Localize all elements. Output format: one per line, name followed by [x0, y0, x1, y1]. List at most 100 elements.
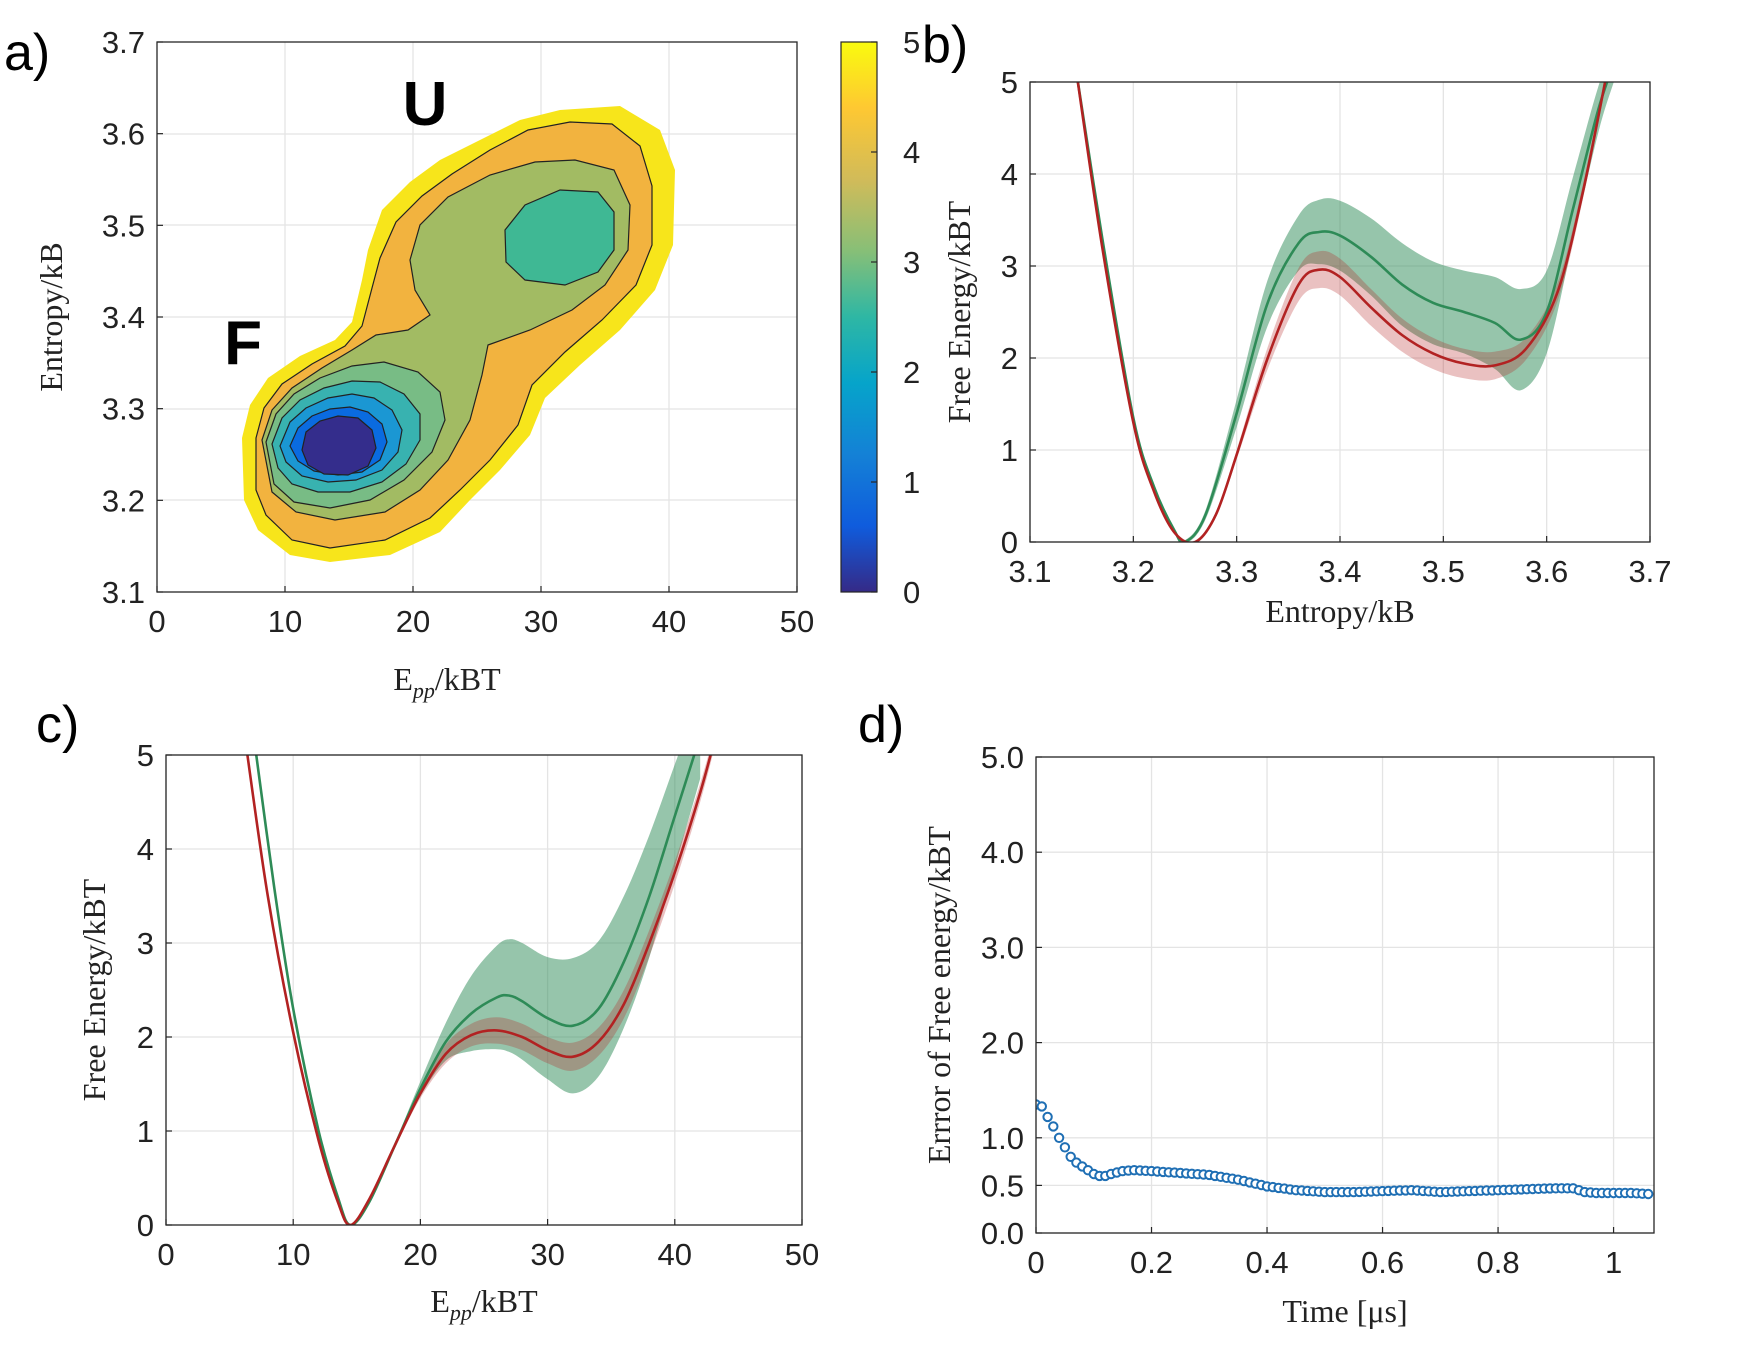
- x-tick-label: 0.8: [1477, 1245, 1520, 1280]
- colorbar: [840, 41, 878, 593]
- panel-b-series: [1076, 82, 1614, 542]
- error-data-point: [1643, 1188, 1654, 1200]
- x-tick-label: 20: [403, 1237, 437, 1272]
- x-tick-label: 30: [524, 604, 558, 639]
- y-tick-label: 4.0: [981, 835, 1024, 870]
- annotation-folded-f: F: [224, 309, 262, 378]
- y-tick-label: 3.5: [102, 208, 145, 243]
- y-tick-label: 0: [1001, 525, 1018, 560]
- panel-a-contours: [242, 106, 675, 562]
- panel-d-grid: [1035, 756, 1654, 1234]
- panel-a-y-axis-label: Entropy/kB: [33, 242, 69, 391]
- panel-label-b: b): [922, 16, 968, 74]
- colorbar-ticks: 0 1 2 3 4 5: [871, 25, 920, 610]
- panel-d-y-ticks: 0.0 0.5 1.0 2.0 3.0 4.0 5.0: [981, 740, 1042, 1251]
- green-line: [1076, 82, 1609, 542]
- y-tick-label: 3.3: [102, 392, 145, 427]
- panel-c-series: [246, 755, 713, 1225]
- y-tick-label: 3: [1001, 249, 1018, 284]
- y-tick-label: 5: [137, 738, 154, 773]
- y-tick-label: 5.0: [981, 740, 1024, 775]
- x-tick-label: 0: [1027, 1245, 1044, 1280]
- y-tick-label: 3: [137, 926, 154, 961]
- y-tick-label: 4: [1001, 157, 1018, 192]
- y-tick-label: 3.6: [102, 117, 145, 152]
- panel-a-y-ticks: 3.1 3.2 3.3 3.4 3.5 3.6 3.7: [102, 25, 163, 610]
- error-data-point: [1053, 1132, 1065, 1144]
- y-tick-label: 5: [1001, 65, 1018, 100]
- panel-label-d: d): [858, 696, 904, 754]
- x-tick-label: 3.7: [1628, 554, 1671, 589]
- red-line: [1076, 82, 1607, 542]
- x-tick-label: 0: [157, 1237, 174, 1272]
- x-tick-label: 10: [268, 604, 302, 639]
- x-tick-label: 3.6: [1525, 554, 1568, 589]
- y-tick-label: 3.2: [102, 483, 145, 518]
- error-data-point: [1048, 1121, 1059, 1132]
- y-tick-label: 0.0: [981, 1216, 1024, 1251]
- y-tick-label: 2.0: [981, 1026, 1024, 1061]
- colorbar-tick-label: 4: [903, 135, 920, 170]
- colorbar-tick-label: 1: [903, 465, 920, 500]
- panel-c: c) 0 10 20 30 40 50 0 1 2 3 4 5 Epp/kBT Free Energ…: [36, 696, 819, 1325]
- y-tick-label: 0.5: [981, 1168, 1024, 1203]
- green-confidence-band: [1077, 82, 1614, 542]
- panel-b-y-axis-label: Free Energy/kBT: [941, 200, 977, 423]
- contour-fill-level-3: [504, 189, 615, 286]
- colorbar-tick-label: 0: [903, 575, 920, 610]
- y-tick-label: 2: [137, 1020, 154, 1055]
- x-tick-label: 3.1: [1008, 554, 1051, 589]
- y-tick-label: 0: [137, 1208, 154, 1243]
- panel-d-axes-box: [1035, 756, 1655, 1234]
- error-data-point: [1059, 1142, 1071, 1153]
- panel-label-a: a): [4, 24, 50, 82]
- error-data-point: [1042, 1111, 1053, 1123]
- y-tick-label: 2: [1001, 341, 1018, 376]
- annotation-unfolded-u: U: [403, 70, 448, 139]
- panel-label-c: c): [36, 696, 79, 754]
- x-tick-label: 0.2: [1130, 1245, 1173, 1280]
- x-tick-label: 10: [276, 1237, 310, 1272]
- colorbar-tick-label: 3: [903, 245, 920, 280]
- y-tick-label: 1: [1001, 433, 1018, 468]
- y-tick-label: 4: [137, 832, 154, 867]
- panel-c-axes-box: [165, 754, 803, 1226]
- panel-b-y-ticks: 0 1 2 3 4 5: [1001, 65, 1036, 560]
- panel-a-x-ticks: 0 10 20 30 40 50: [148, 586, 814, 639]
- y-tick-label: 3.4: [102, 300, 145, 335]
- green-line: [254, 755, 696, 1225]
- y-tick-label: 3.1: [102, 575, 145, 610]
- panel-d-x-ticks: 0 0.2 0.4 0.6 0.8 1: [1027, 1227, 1622, 1280]
- y-tick-label: 3.7: [102, 25, 145, 60]
- x-tick-label: 40: [652, 604, 686, 639]
- red-line: [246, 755, 712, 1225]
- panel-a: a) 0 10 20 30 40 50 3.13.23.33.43.53.63.7: [4, 24, 920, 703]
- x-tick-label: 3.4: [1318, 554, 1361, 589]
- x-tick-label: 0: [148, 604, 165, 639]
- x-tick-label: 3.2: [1112, 554, 1155, 589]
- x-tick-label: 50: [780, 604, 814, 639]
- panel-b: b) 3.1 3.2 3.3 3.4 3.5 3.6 3.7 0 1 2 3 4 5 Entropy/…: [922, 16, 1672, 629]
- y-tick-label: 1: [137, 1114, 154, 1149]
- x-tick-label: 40: [658, 1237, 692, 1272]
- colorbar-tick-label: 5: [903, 25, 920, 60]
- error-data-point: [1036, 1101, 1048, 1112]
- x-tick-label: 3.5: [1422, 554, 1465, 589]
- panel-b-x-ticks: 3.1 3.2 3.3 3.4 3.5 3.6 3.7: [1008, 536, 1672, 589]
- panel-a-x-axis-label: Epp/kBT: [393, 661, 501, 703]
- y-tick-label: 3.0: [981, 930, 1024, 965]
- panel-d-series: [1036, 1099, 1654, 1200]
- panel-c-y-ticks: 0 1 2 3 4 5: [137, 738, 172, 1243]
- contour-fill-level-0-5: [301, 415, 377, 476]
- x-tick-label: 3.3: [1215, 554, 1258, 589]
- x-tick-label: 50: [785, 1237, 819, 1272]
- y-tick-label: 1.0: [981, 1121, 1024, 1156]
- x-tick-label: 30: [530, 1237, 564, 1272]
- panel-d-y-axis-label: Errror of Free energy/kBT: [921, 826, 957, 1164]
- x-tick-label: 0.4: [1245, 1245, 1288, 1280]
- panel-b-x-axis-label: Entropy/kB: [1265, 593, 1414, 629]
- panel-c-y-axis-label: Free Energy/kBT: [76, 878, 112, 1101]
- panel-d-x-axis-label: Time [μs]: [1282, 1293, 1407, 1329]
- x-tick-label: 20: [396, 604, 430, 639]
